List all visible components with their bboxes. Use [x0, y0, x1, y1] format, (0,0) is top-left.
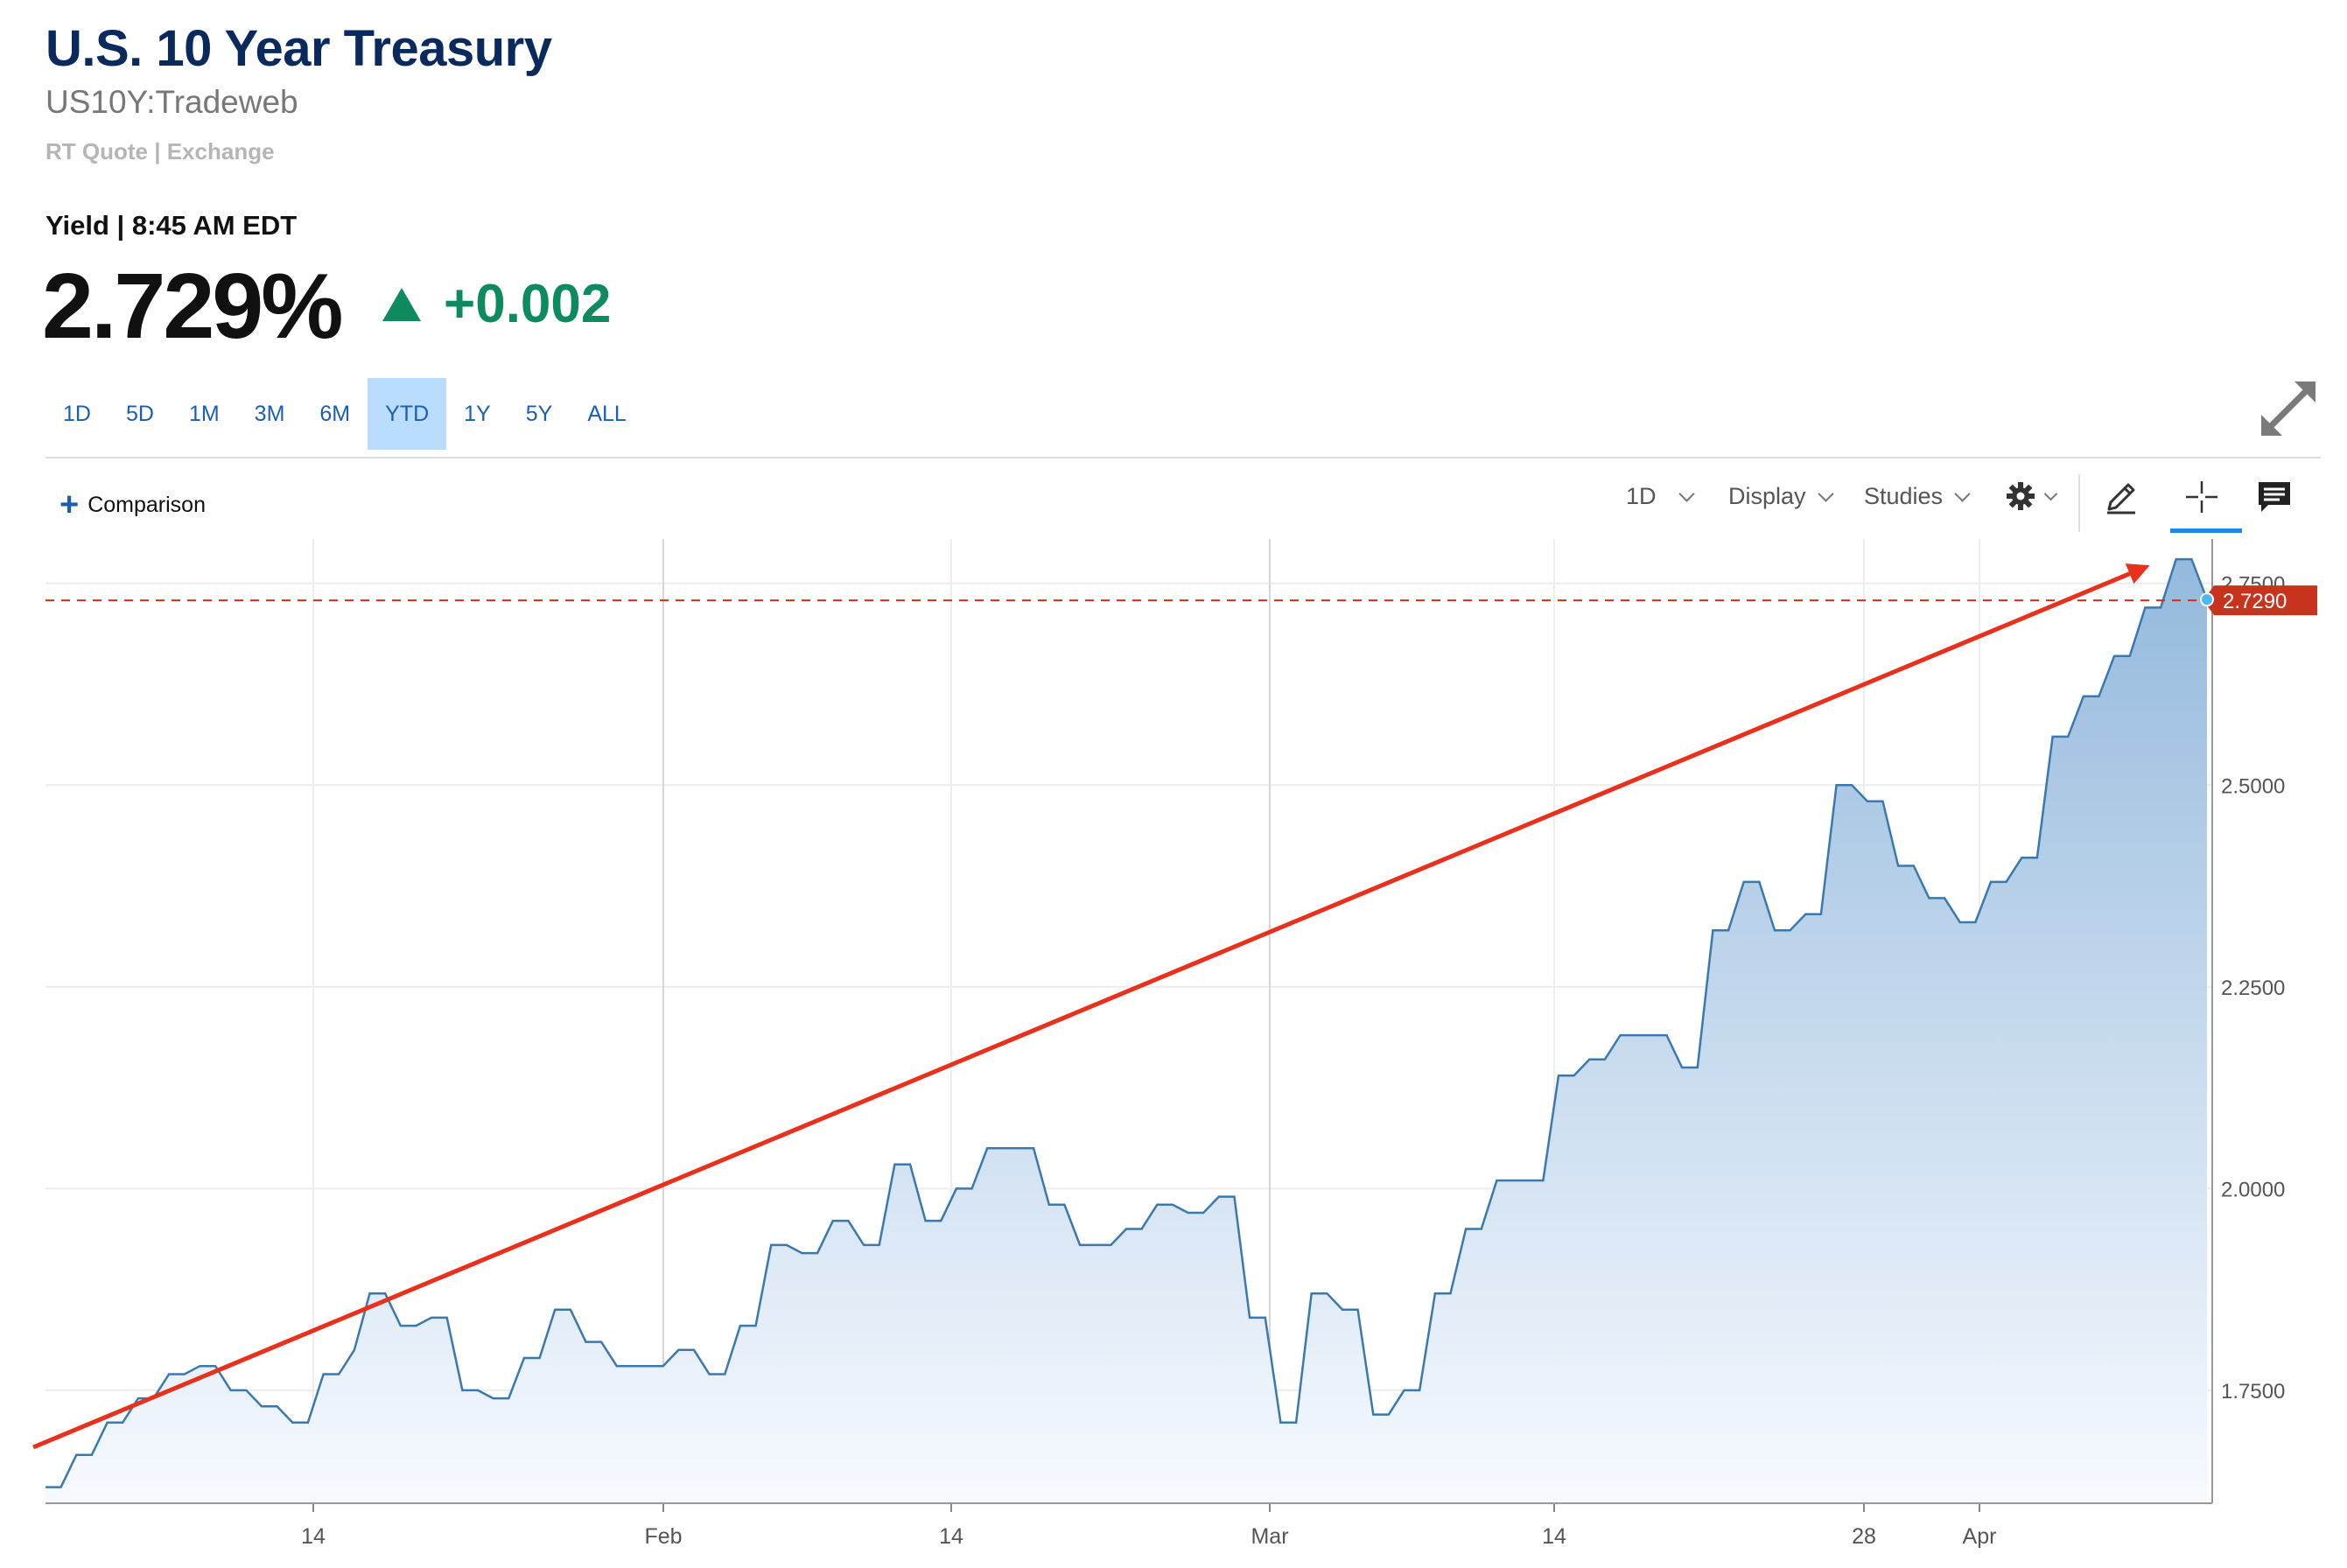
expand-icon[interactable] — [2256, 376, 2321, 441]
last-point-dot — [2200, 592, 2214, 607]
current-yield: 2.729% — [42, 255, 344, 358]
interval-label: 1D — [1626, 483, 1657, 509]
yield-line — [46, 557, 2209, 1488]
current-value-badge: 2.7290 — [2203, 585, 2317, 616]
up-triangle-icon — [382, 287, 421, 321]
range-5y[interactable]: 5Y — [525, 402, 553, 426]
range-selector: 1D 5D 1M 3M 6M YTD 1Y 5Y ALL — [46, 378, 644, 450]
gear-icon — [2007, 482, 2035, 510]
range-ytd[interactable]: YTD — [368, 378, 447, 450]
pencil-icon[interactable] — [2102, 478, 2140, 516]
x-tick-label: 28 — [1852, 1524, 1876, 1549]
toolbar-separator — [2078, 474, 2080, 532]
x-tick-label: 14 — [1542, 1524, 1566, 1549]
plus-icon: + — [60, 486, 80, 523]
yield-label: Yield | 8:45 AM EDT — [46, 210, 298, 241]
y-tick-label: 2.5000 — [2221, 774, 2285, 798]
chart-axes — [46, 539, 2213, 1504]
range-6m[interactable]: 6M — [319, 402, 351, 426]
x-tick-label: Mar — [1251, 1524, 1288, 1549]
current-value-label: 2.7290 — [2223, 590, 2287, 613]
studies-dropdown[interactable]: Studies — [1864, 483, 1971, 510]
chevron-down-icon — [2043, 486, 2058, 500]
change-indicator: +0.002 — [382, 273, 611, 335]
range-1d[interactable]: 1D — [63, 402, 91, 426]
range-3m[interactable]: 3M — [254, 402, 285, 426]
y-tick-label: 2.0000 — [2221, 1178, 2285, 1201]
yield-area — [46, 559, 2207, 1503]
comment-icon[interactable] — [2256, 480, 2293, 514]
display-label: Display — [1728, 483, 1806, 509]
crosshair-icon[interactable] — [2182, 478, 2221, 516]
chevron-down-icon — [1678, 486, 1695, 502]
y-tick-label: 1.7500 — [2221, 1380, 2285, 1404]
x-tick-label: Apr — [1963, 1524, 1997, 1549]
range-1y[interactable]: 1Y — [464, 402, 491, 426]
comparison-label: Comparison — [88, 492, 206, 517]
comparison-button[interactable]: + Comparison — [60, 488, 206, 522]
interval-dropdown[interactable]: 1D — [1626, 483, 1695, 510]
active-tool-indicator — [2170, 528, 2242, 533]
chevron-down-icon — [1817, 486, 1834, 502]
settings-dropdown[interactable] — [2006, 481, 2058, 511]
ticker-symbol: US10Y:Tradeweb — [46, 84, 298, 120]
quote-source: RT Quote | Exchange — [46, 138, 275, 164]
change-value: +0.002 — [444, 274, 612, 334]
chevron-down-icon — [1954, 486, 1971, 502]
range-5d[interactable]: 5D — [125, 402, 154, 426]
display-dropdown[interactable]: Display — [1728, 483, 1834, 510]
trend-arrow — [32, 564, 2150, 1450]
studies-label: Studies — [1864, 483, 1944, 509]
divider — [46, 457, 2321, 458]
y-tick-label: 2.2500 — [2221, 976, 2285, 1000]
x-tick-label: 14 — [301, 1524, 326, 1549]
page-title: U.S. 10 Year Treasury — [46, 20, 552, 77]
range-all[interactable]: ALL — [587, 402, 627, 426]
x-tick-label: Feb — [644, 1524, 682, 1549]
x-tick-label: 14 — [939, 1524, 963, 1549]
range-1m[interactable]: 1M — [188, 402, 220, 426]
